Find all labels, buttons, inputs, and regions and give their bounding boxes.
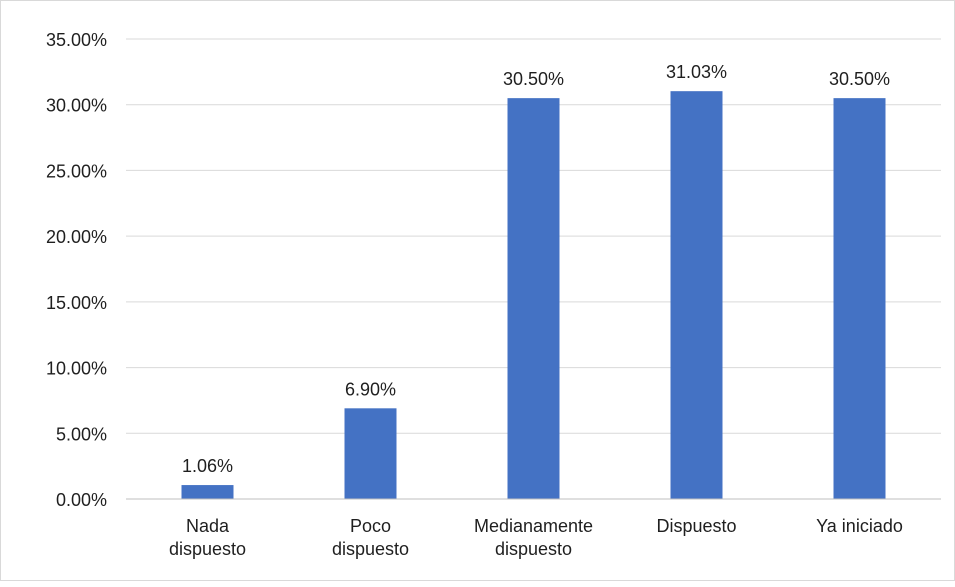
bars xyxy=(181,91,886,500)
x-tick-label-line: dispuesto xyxy=(332,539,409,559)
y-tick-label: 20.00% xyxy=(46,227,107,247)
x-tick-label: Medianamente dispuesto xyxy=(474,516,593,559)
data-label: 31.03% xyxy=(666,62,727,82)
y-tick-label: 30.00% xyxy=(46,96,107,116)
data-label: 30.50% xyxy=(829,69,890,89)
y-tick-label: 15.00% xyxy=(46,293,107,313)
bar xyxy=(507,98,560,500)
y-tick-label: 35.00% xyxy=(46,30,107,50)
x-tick-label-line: dispuesto xyxy=(495,539,572,559)
x-tick-label: Ya iniciado xyxy=(816,516,903,536)
data-label: 6.90% xyxy=(345,379,396,399)
x-tick-label: Poco dispuesto xyxy=(332,516,409,559)
x-tick-label-line: dispuesto xyxy=(169,539,246,559)
data-label: 1.06% xyxy=(182,456,233,476)
data-label: 30.50% xyxy=(503,69,564,89)
y-tick-label: 10.00% xyxy=(46,359,107,379)
x-tick-label-line: Medianamente xyxy=(474,516,593,536)
x-tick-label: Dispuesto xyxy=(656,516,736,536)
labels: 0.00% 5.00% 10.00% 15.00% 20.00% 25.00% 30.00%… xyxy=(46,30,903,559)
x-tick-label-line: Dispuesto xyxy=(656,516,736,536)
x-tick-label-line: Nada xyxy=(186,516,230,536)
x-tick-label-line: Poco xyxy=(350,516,391,536)
bar xyxy=(670,91,723,500)
bar xyxy=(181,485,234,499)
y-tick-label: 5.00% xyxy=(56,424,107,444)
x-tick-label: Nada dispuesto xyxy=(169,516,246,559)
x-tick-label-line: Ya iniciado xyxy=(816,516,903,536)
bar xyxy=(344,408,397,499)
bar xyxy=(833,98,886,500)
y-tick-label: 0.00% xyxy=(56,490,107,510)
y-tick-label: 25.00% xyxy=(46,161,107,181)
